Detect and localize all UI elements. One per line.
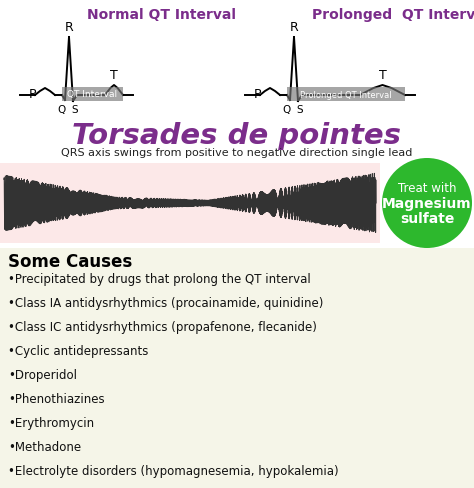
Text: •Droperidol: •Droperidol [8, 369, 77, 382]
Text: T: T [379, 69, 386, 82]
Text: Magnesium: Magnesium [382, 197, 472, 211]
Text: •Precipitated by drugs that prolong the QT interval: •Precipitated by drugs that prolong the … [8, 273, 311, 286]
Text: Q: Q [283, 105, 291, 115]
Bar [287, 87, 405, 101]
Text: •Cyclic antidepressants: •Cyclic antidepressants [8, 345, 148, 358]
Bar [62, 87, 123, 101]
Bar [0, 0, 474, 135]
Text: •Class IA antidysrhythmics (procainamide, quinidine): •Class IA antidysrhythmics (procainamide… [8, 297, 323, 310]
Text: QRS axis swings from positive to negative direction single lead: QRS axis swings from positive to negativ… [61, 148, 413, 158]
Text: •Class IC antidysrhythmics (propafenone, flecanide): •Class IC antidysrhythmics (propafenone,… [8, 321, 317, 334]
Text: QT Interval: QT Interval [67, 90, 118, 100]
Text: •Erythromycin: •Erythromycin [8, 417, 94, 430]
Text: sulfate: sulfate [400, 212, 454, 226]
Text: R: R [290, 21, 298, 34]
Text: •Electrolyte disorders (hypomagnesemia, hypokalemia): •Electrolyte disorders (hypomagnesemia, … [8, 465, 338, 478]
Text: P: P [29, 87, 37, 101]
Text: R: R [64, 21, 73, 34]
Text: •Phenothiazines: •Phenothiazines [8, 393, 105, 406]
Bar [0, 248, 474, 488]
Text: Treat with: Treat with [398, 183, 456, 196]
Text: T: T [110, 69, 118, 82]
Text: Normal QT Interval: Normal QT Interval [87, 8, 236, 22]
Circle shape [382, 158, 472, 248]
Text: Some Causes: Some Causes [8, 253, 132, 271]
Text: Torsades de pointes: Torsades de pointes [73, 122, 401, 150]
Text: S: S [72, 105, 78, 115]
Bar [0, 163, 380, 243]
Text: Prolonged  QT Interval: Prolonged QT Interval [312, 8, 474, 22]
Text: P: P [254, 87, 262, 101]
Text: •Methadone: •Methadone [8, 441, 81, 454]
Text: S: S [297, 105, 303, 115]
Text: Q: Q [58, 105, 66, 115]
Text: Prolonged QT Interval: Prolonged QT Interval [300, 90, 392, 100]
